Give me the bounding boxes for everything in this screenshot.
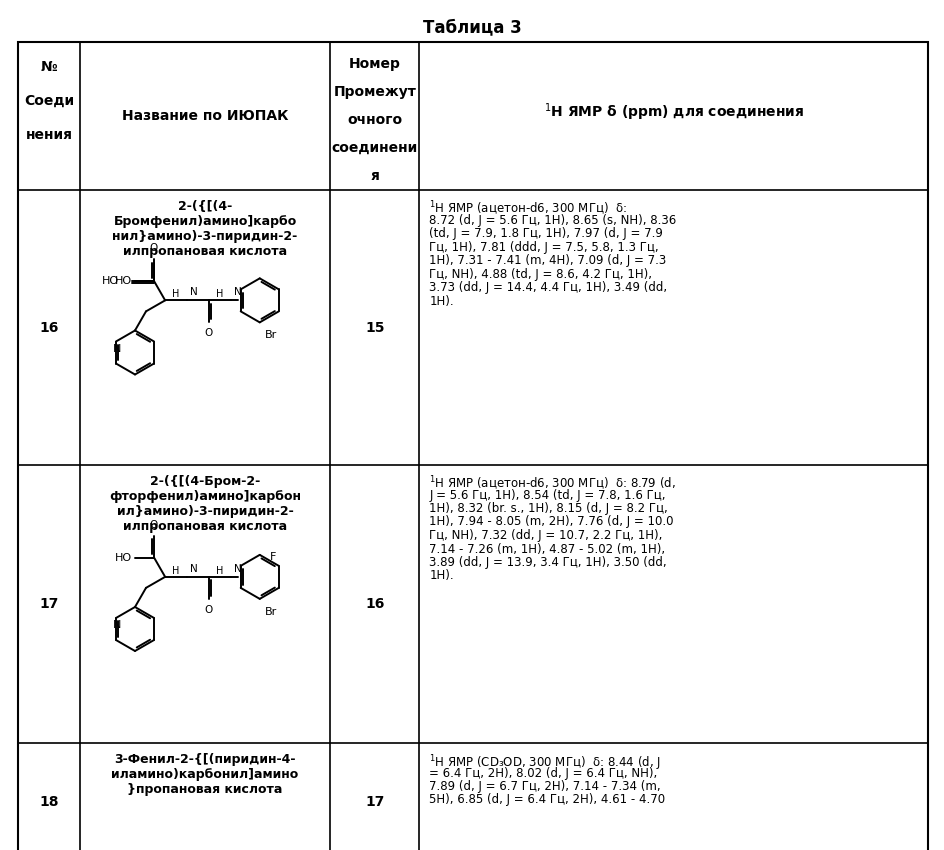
Text: Номер: Номер [348,57,400,71]
Text: 16: 16 [365,597,384,611]
Text: №: № [41,60,58,74]
Text: = 6.4 Гц, 2H), 8.02 (d, J = 6.4 Гц, NH),: = 6.4 Гц, 2H), 8.02 (d, J = 6.4 Гц, NH), [430,767,658,779]
Text: HO: HO [115,276,132,286]
Text: Соеди: Соеди [24,94,74,108]
Text: илпропановая кислота: илпропановая кислота [123,245,287,258]
Text: нил}амино)-3-пиридин-2-: нил}амино)-3-пиридин-2- [112,230,297,243]
Text: HO: HO [102,276,119,286]
Text: H: H [173,289,179,299]
Text: Бромфенил)амино]карбо: Бромфенил)амино]карбо [113,215,296,228]
Text: 3.89 (dd, J = 13.9, 3.4 Гц, 1H), 3.50 (dd,: 3.89 (dd, J = 13.9, 3.4 Гц, 1H), 3.50 (d… [430,556,666,569]
Text: N: N [234,564,242,574]
Text: N: N [190,564,198,574]
Text: H: H [216,566,224,575]
Text: 1H), 7.94 - 8.05 (m, 2H), 7.76 (d, J = 10.0: 1H), 7.94 - 8.05 (m, 2H), 7.76 (d, J = 1… [430,515,674,529]
Text: N: N [112,343,121,354]
Text: 1H), 8.32 (br. s., 1H), 8.15 (d, J = 8.2 Гц,: 1H), 8.32 (br. s., 1H), 8.15 (d, J = 8.2… [430,502,668,515]
Text: F: F [269,552,276,562]
Text: очного: очного [347,113,402,127]
Text: O: O [149,243,158,253]
Text: 7.14 - 7.26 (m, 1H), 4.87 - 5.02 (m, 1H),: 7.14 - 7.26 (m, 1H), 4.87 - 5.02 (m, 1H)… [430,542,666,556]
Text: 18: 18 [40,795,59,809]
Text: O: O [204,328,212,338]
Text: Гц, 1H), 7.81 (ddd, J = 7.5, 5.8, 1.3 Гц,: Гц, 1H), 7.81 (ddd, J = 7.5, 5.8, 1.3 Гц… [430,241,659,253]
Text: 1H).: 1H). [430,294,454,308]
Text: нения: нения [25,128,73,142]
Text: (td, J = 7.9, 1.8 Гц, 1H), 7.97 (d, J = 7.9: (td, J = 7.9, 1.8 Гц, 1H), 7.97 (d, J = … [430,227,664,240]
Text: 1H).: 1H). [430,570,454,582]
Text: }пропановая кислота: }пропановая кислота [127,783,282,796]
Text: 17: 17 [40,597,59,611]
Text: HO: HO [115,552,132,563]
Text: Гц, NH), 7.32 (dd, J = 10.7, 2.2 Гц, 1H),: Гц, NH), 7.32 (dd, J = 10.7, 2.2 Гц, 1H)… [430,529,663,542]
Text: я: я [370,169,379,183]
Text: H: H [216,289,224,299]
Text: $^1$Н ЯМР (ацетон-d6, 300 МГц)  δ: 8.79 (d,: $^1$Н ЯМР (ацетон-d6, 300 МГц) δ: 8.79 (… [430,475,676,493]
Text: 7.89 (d, J = 6.7 Гц, 2H), 7.14 - 7.34 (m,: 7.89 (d, J = 6.7 Гц, 2H), 7.14 - 7.34 (m… [430,780,661,793]
Text: J = 5.6 Гц, 1H), 8.54 (td, J = 7.8, 1.6 Гц,: J = 5.6 Гц, 1H), 8.54 (td, J = 7.8, 1.6 … [430,489,666,501]
Text: 16: 16 [40,320,59,335]
Text: O: O [149,519,158,530]
Text: Br: Br [264,331,277,340]
Text: соединени: соединени [331,141,418,155]
Text: Название по ИЮПАК: Название по ИЮПАК [122,109,288,123]
Text: иламино)карбонил]амино: иламино)карбонил]амино [111,768,298,781]
Text: 3-Фенил-2-{[(пиридин-4-: 3-Фенил-2-{[(пиридин-4- [114,753,295,766]
Text: 2-({[(4-: 2-({[(4- [177,200,232,213]
Text: $^1$Н ЯМР (ацетон-d6, 300 МГц)  δ:: $^1$Н ЯМР (ацетон-d6, 300 МГц) δ: [430,200,628,218]
Text: фторфенил)амино]карбон: фторфенил)амино]карбон [109,490,301,503]
Text: 17: 17 [365,795,384,809]
Text: N: N [234,287,242,298]
Text: 15: 15 [365,320,384,335]
Text: $^1$Н ЯМР δ (ppm) для соединения: $^1$Н ЯМР δ (ppm) для соединения [544,101,803,122]
Text: Br: Br [264,607,277,617]
Text: 5H), 6.85 (d, J = 6.4 Гц, 2H), 4.61 - 4.70: 5H), 6.85 (d, J = 6.4 Гц, 2H), 4.61 - 4.… [430,794,666,807]
Text: N: N [112,620,121,630]
Text: O: O [204,605,212,615]
Text: Таблица 3: Таблица 3 [423,18,521,36]
Text: 8.72 (d, J = 5.6 Гц, 1H), 8.65 (s, NH), 8.36: 8.72 (d, J = 5.6 Гц, 1H), 8.65 (s, NH), … [430,213,677,226]
Text: N: N [190,287,198,298]
Text: H: H [173,566,179,575]
Text: Гц, NH), 4.88 (td, J = 8.6, 4.2 Гц, 1H),: Гц, NH), 4.88 (td, J = 8.6, 4.2 Гц, 1H), [430,268,652,280]
Text: ил}амино)-3-пиридин-2-: ил}амино)-3-пиридин-2- [117,505,294,518]
Text: илпропановая кислота: илпропановая кислота [123,520,287,533]
Text: 2-({[(4-Бром-2-: 2-({[(4-Бром-2- [150,475,261,488]
Text: 3.73 (dd, J = 14.4, 4.4 Гц, 1H), 3.49 (dd,: 3.73 (dd, J = 14.4, 4.4 Гц, 1H), 3.49 (d… [430,281,667,294]
Text: Промежут: Промежут [333,85,416,99]
Text: $^1$Н ЯМР (CD₃OD, 300 МГц)  δ: 8.44 (d, J: $^1$Н ЯМР (CD₃OD, 300 МГц) δ: 8.44 (d, J [430,753,661,773]
Text: 1H), 7.31 - 7.41 (m, 4H), 7.09 (d, J = 7.3: 1H), 7.31 - 7.41 (m, 4H), 7.09 (d, J = 7… [430,254,666,267]
